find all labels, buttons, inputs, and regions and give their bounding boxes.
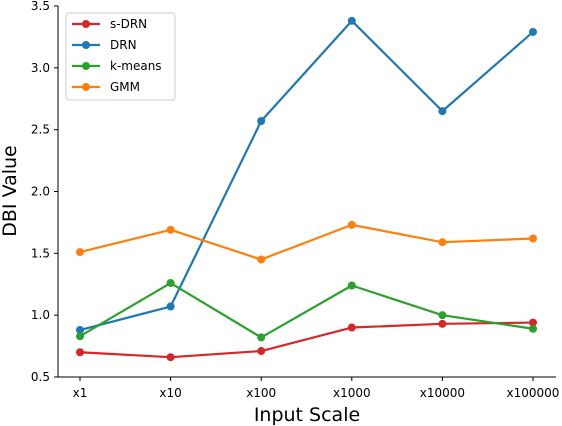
- series-k-means: [76, 279, 537, 342]
- data-point: [76, 326, 84, 335]
- data-point: [347, 16, 356, 25]
- series-gmm: [76, 220, 537, 264]
- data-point: [76, 348, 84, 357]
- data-point: [438, 311, 447, 320]
- data-point: [529, 318, 537, 327]
- data-point: [76, 248, 84, 257]
- data-point: [76, 332, 84, 341]
- y-axis-label: DBI Value: [0, 145, 21, 236]
- data-point: [257, 333, 266, 342]
- legend-marker: [82, 20, 90, 28]
- data-point: [438, 319, 447, 328]
- legend-label: s-DRN: [110, 17, 147, 31]
- legend-label: GMM: [110, 80, 140, 94]
- data-point: [166, 279, 175, 288]
- legend-label: DRN: [110, 38, 137, 52]
- data-point: [347, 220, 356, 229]
- data-point: [529, 324, 537, 333]
- x-tick-label: x1000: [333, 386, 371, 400]
- series-line: [79, 19, 534, 332]
- legend-box: [65, 12, 176, 101]
- x-tick-label: x1: [73, 386, 88, 400]
- data-point: [347, 281, 356, 290]
- x-axis-ticks: x1 x10 x100 x1000 x10000 x100000: [73, 377, 560, 400]
- y-tick-label: 3.5: [31, 0, 50, 13]
- y-tick-label: 3.0: [31, 61, 50, 75]
- legend-item: k-means: [72, 59, 162, 73]
- y-tick-label: 2.0: [31, 185, 50, 199]
- y-axis-ticks: 0.5 1.0 1.5 2.0 2.5 3.0 3.5: [31, 0, 58, 384]
- legend-marker: [82, 62, 90, 70]
- data-point: [257, 255, 266, 264]
- data-point: [529, 27, 537, 36]
- data-point: [438, 238, 447, 247]
- data-point: [257, 347, 266, 356]
- y-tick-label: 0.5: [31, 370, 50, 384]
- series-s-drn: [76, 318, 537, 362]
- data-point: [166, 225, 175, 234]
- legend-item: GMM: [72, 80, 140, 94]
- legend-marker: [82, 41, 90, 49]
- y-tick-label: 2.5: [31, 123, 50, 137]
- series-line: [79, 281, 534, 339]
- series-line: [79, 321, 534, 359]
- data-point: [166, 353, 175, 362]
- series-line: [79, 223, 534, 261]
- legend-item: s-DRN: [72, 17, 147, 31]
- legend-item: DRN: [72, 38, 137, 52]
- legend-label: k-means: [110, 59, 162, 73]
- series-drn: [76, 16, 537, 335]
- x-tick-label: x100000: [507, 386, 560, 400]
- data-point: [347, 323, 356, 332]
- y-tick-label: 1.5: [31, 246, 50, 260]
- data-point: [166, 302, 175, 311]
- x-tick-label: x10000: [420, 386, 465, 400]
- series-layer: [76, 16, 537, 362]
- data-point: [438, 107, 447, 116]
- x-tick-label: x100: [246, 386, 276, 400]
- x-tick-label: x10: [159, 386, 181, 400]
- data-point: [529, 234, 537, 243]
- legend: s-DRN DRN k-means GMM: [65, 12, 176, 101]
- data-point: [257, 117, 266, 126]
- legend-marker: [82, 83, 90, 91]
- x-axis-label: Input Scale: [254, 404, 360, 426]
- y-tick-label: 1.0: [31, 308, 50, 322]
